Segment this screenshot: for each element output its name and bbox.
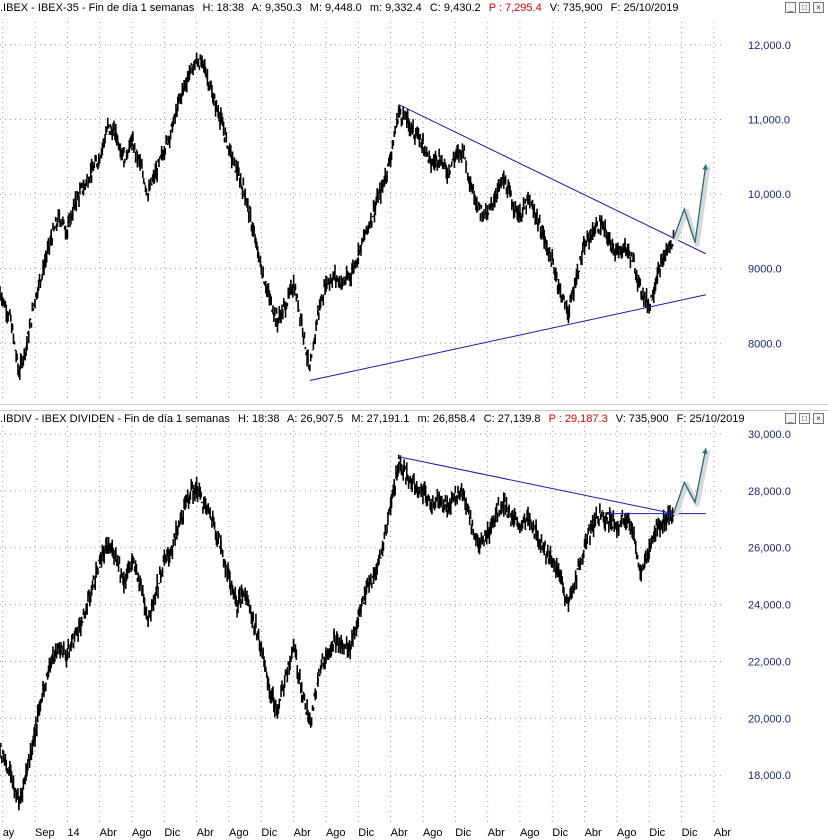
ibex-h: H: 18:38 xyxy=(202,2,245,14)
ibdiv-ytick-label-4: 26,000.0 xyxy=(748,543,791,555)
ibex-chart-panel: .IBEX - IBEX-35 - Fin de día 1 semanas H… xyxy=(0,0,828,405)
maximize-button[interactable]: □ xyxy=(799,2,810,13)
ibex-window-buttons: _ □ × xyxy=(785,2,824,13)
ibex-p: P : 7,295.4 xyxy=(488,2,542,14)
ibdiv-projection-shadow xyxy=(673,449,711,517)
ibex-trendline-resistance[interactable] xyxy=(398,104,707,255)
ibex-projection-line xyxy=(672,164,707,243)
x-tick-label-4: Ago xyxy=(132,827,152,839)
ibdiv-ytick-label-5: 28,000.0 xyxy=(748,486,791,498)
ibex-header: .IBEX - IBEX-35 - Fin de día 1 semanas H… xyxy=(0,0,828,16)
ibdiv-ytick-label-6: 30,000.0 xyxy=(748,429,791,441)
ibex-trendline-support[interactable] xyxy=(309,294,706,382)
ibdiv-window-buttons: _ □ × xyxy=(785,413,824,424)
ibdiv-ytick-label-2: 22,000.0 xyxy=(748,656,791,668)
x-tick-label-1: Sep xyxy=(35,827,55,839)
x-tick-label-3: Abr xyxy=(100,827,117,839)
ibdiv-name: .IBDIV - IBEX DIVIDEN - Fin de día 1 sem… xyxy=(0,413,230,425)
x-tick-label-16: Ago xyxy=(520,827,540,839)
x-tick-label-20: Dic xyxy=(649,827,665,839)
ibex-ytick-label-0: 8000.0 xyxy=(748,338,782,350)
x-tick-label-19: Ago xyxy=(617,827,637,839)
ibex-ytick-label-2: 10,000.0 xyxy=(748,189,791,201)
ibdiv-c: C: 27,139.8 xyxy=(483,413,541,425)
x-tick-label-11: Dic xyxy=(358,827,374,839)
ibdiv-a: A: 26,907.5 xyxy=(286,413,344,425)
ibex-ytick-label-4: 12,000.0 xyxy=(748,40,791,52)
ibex-a: A: 9,350.3 xyxy=(251,2,302,14)
time-axis: ay Sep 14 Abr Ago Dic Abr Ago Dic Abr Ago Dic Abr Ago… xyxy=(3,827,732,839)
ibdiv-f: F: 25/10/2019 xyxy=(676,413,745,425)
ibdiv-v: V: 735,900 xyxy=(615,413,669,425)
ibdiv-chart-svg[interactable]: 18,000.0 20,000.0 22,000.0 24,000.0 26,000.0… xyxy=(0,411,828,823)
minimize-button[interactable]: _ xyxy=(785,413,796,424)
x-tick-label-8: Dic xyxy=(261,827,277,839)
x-tick-label-22: Abr xyxy=(714,827,731,839)
ibdiv-trendline-resistance[interactable] xyxy=(398,456,674,515)
ibdiv-header: .IBDIV - IBEX DIVIDEN - Fin de día 1 sem… xyxy=(0,411,828,427)
maximize-button[interactable]: □ xyxy=(799,413,810,424)
x-tick-label-6: Abr xyxy=(197,827,214,839)
ibdiv-projection-arrowhead xyxy=(702,448,708,454)
x-tick-label-10: Ago xyxy=(326,827,346,839)
close-button[interactable]: × xyxy=(813,413,824,424)
x-tick-label-18: Abr xyxy=(585,827,602,839)
ibex-ytick-label-1: 9000.0 xyxy=(748,264,782,276)
x-tick-label-21: Dic xyxy=(682,827,698,839)
ibdiv-ytick-label-0: 18,000.0 xyxy=(748,770,791,782)
x-tick-label-0: ay xyxy=(3,827,15,839)
x-tick-label-12: Abr xyxy=(391,827,408,839)
ibdiv-chart-panel: .IBDIV - IBEX DIVIDEN - Fin de día 1 sem… xyxy=(0,410,828,823)
x-tick-label-7: Ago xyxy=(229,827,249,839)
ibdiv-ytick-label-3: 24,000.0 xyxy=(748,600,791,612)
x-tick-label-9: Abr xyxy=(294,827,311,839)
ibex-name: .IBEX - IBEX-35 - Fin de día 1 semanas xyxy=(0,2,195,14)
close-button[interactable]: × xyxy=(813,2,824,13)
ibex-c: C: 9,430.2 xyxy=(429,2,481,14)
x-tick-label-13: Ago xyxy=(423,827,443,839)
ibdiv-m: M: 27,191.1 xyxy=(351,413,410,425)
minimize-button[interactable]: _ xyxy=(785,2,796,13)
ibex-v: V: 735,900 xyxy=(549,2,603,14)
ibex-ytick-label-3: 11,000.0 xyxy=(748,115,790,127)
ibdiv-projection-line xyxy=(672,448,707,514)
ibex-min: m: 9,332.4 xyxy=(369,2,422,14)
x-tick-label-2: 14 xyxy=(67,827,79,839)
ibdiv-min: m: 26,858.4 xyxy=(417,413,476,425)
x-tick-label-15: Abr xyxy=(488,827,505,839)
x-tick-label-17: Dic xyxy=(552,827,568,839)
x-tick-label-5: Dic xyxy=(164,827,180,839)
ibex-f: F: 25/10/2019 xyxy=(610,2,679,14)
x-tick-label-14: Dic xyxy=(455,827,471,839)
ibex-chart-svg[interactable]: 8000.0 9000.0 10,000.0 11,000.0 12,000.0 xyxy=(0,0,828,404)
ibex-m: M: 9,448.0 xyxy=(309,2,362,14)
ibex-projection-shadow xyxy=(673,165,711,248)
ibdiv-p: P : 29,187.3 xyxy=(548,413,608,425)
ibex-projection-arrowhead xyxy=(702,164,708,170)
ibdiv-ytick-label-1: 20,000.0 xyxy=(748,713,791,725)
ibdiv-h: H: 18:38 xyxy=(237,413,280,425)
